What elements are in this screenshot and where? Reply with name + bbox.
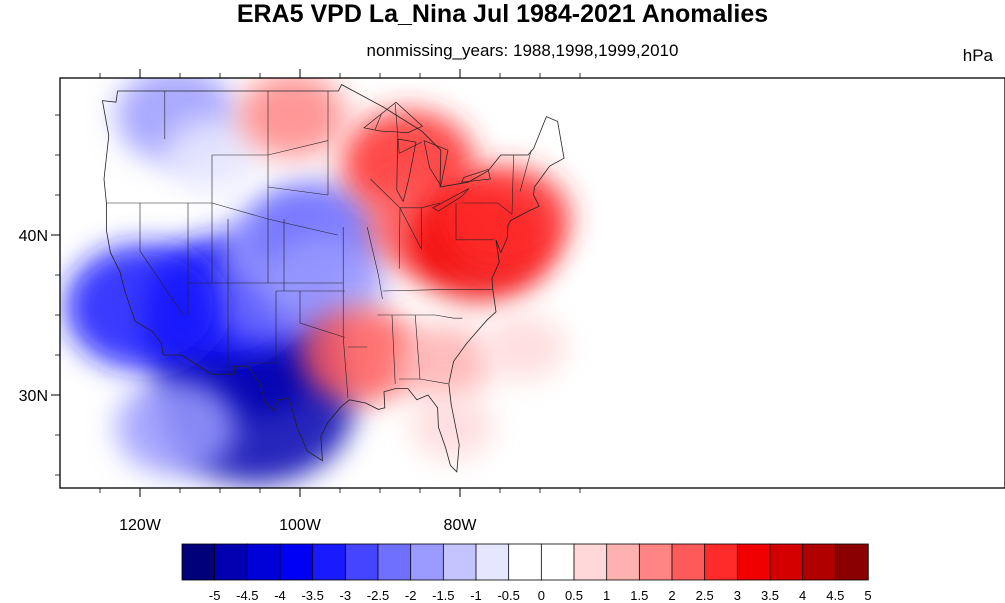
state-border	[394, 103, 422, 154]
y-tick-label: 30N	[19, 388, 48, 405]
plot-frame	[59, 77, 1005, 489]
state-border	[267, 186, 329, 196]
y-tick-label: 40N	[19, 228, 48, 245]
colorbar-label: 4	[799, 588, 806, 603]
great-lake	[423, 140, 449, 187]
colorbar-label: 3	[734, 588, 741, 603]
axis-ticks: 120W 100W 80W 40N 30N	[19, 69, 581, 534]
colorbar-label: -2.5	[367, 588, 389, 603]
colorbar-swatch	[312, 543, 347, 581]
state-border	[383, 289, 493, 292]
great-lake	[363, 101, 424, 133]
anomaly-region-new-jersey	[437, 166, 571, 272]
anomaly-region-california-south	[65, 244, 223, 370]
colorbar-swatch	[442, 543, 477, 581]
colorbar-label: -4.5	[236, 588, 258, 603]
colorbar-swatch	[377, 543, 412, 581]
conus-outline	[101, 84, 565, 473]
state-border	[299, 291, 345, 338]
state-border	[461, 202, 513, 215]
colorbar-label: 1	[603, 588, 610, 603]
state-border	[377, 314, 463, 319]
colorbar-swatch	[279, 543, 314, 581]
colorbar-label: -2	[405, 588, 417, 603]
colorbar-swatch	[214, 543, 249, 581]
colorbar-label: 0	[538, 588, 545, 603]
great-lake	[396, 138, 417, 203]
state-border	[366, 226, 383, 300]
anomaly-region-louisiana	[300, 307, 420, 403]
state-border	[247, 291, 277, 364]
state-border	[391, 314, 396, 384]
x-tick-label: 100W	[279, 517, 322, 534]
x-tick-label: 80W	[444, 517, 478, 534]
colorbar-label: -5	[209, 588, 221, 603]
state-border	[455, 203, 494, 241]
colorbar-label: -4	[274, 588, 286, 603]
colorbar-label: 0.5	[565, 588, 583, 603]
state-border	[511, 154, 514, 215]
x-tick-label: 120W	[119, 517, 162, 534]
state-border	[400, 202, 441, 209]
chart-subtitle: nonmissing_years: 1988,1998,1999,2010	[366, 41, 679, 60]
colorbar-swatch	[638, 543, 673, 581]
colorbar-label: -3.5	[301, 588, 323, 603]
colorbar-swatch	[573, 543, 608, 581]
great-lake	[460, 168, 491, 183]
anomaly-region-florida	[410, 394, 494, 460]
colorbar-swatch	[181, 543, 216, 581]
colorbar-swatch	[246, 543, 281, 581]
colorbar-swatch	[704, 543, 739, 581]
colorbar-label: 5	[864, 588, 871, 603]
colorbar-swatch	[802, 543, 837, 581]
colorbar-label: -0.5	[497, 588, 519, 603]
state-border	[519, 150, 532, 192]
state-border	[419, 378, 449, 385]
colorbar-swatch	[834, 543, 869, 581]
anomaly-region-north-dakota	[238, 78, 346, 158]
colorbar-swatch	[540, 543, 575, 581]
colorbar-label: 3.5	[761, 588, 779, 603]
colorbar-label: 4.5	[826, 588, 844, 603]
colorbar-swatch	[475, 543, 510, 581]
colorbar-label: 2	[668, 588, 675, 603]
state-border	[139, 203, 184, 316]
us-boundaries	[101, 84, 565, 473]
state-border	[374, 113, 382, 130]
great-lake	[432, 188, 470, 212]
plot-area: 120W 100W 80W 40N 30N	[19, 69, 1005, 534]
colorbar-label: -1.5	[432, 588, 454, 603]
colorbar: -5 -4.5 -4 -3.5 -3 -2.5 -2 -1.5 -1 -0.5 0 0.5 1 1.5 2 2…	[181, 543, 872, 603]
chart-title: ERA5 VPD La_Nina Jul 1984-2021 Anomalies	[236, 0, 769, 28]
units-label: hPa	[962, 46, 993, 65]
colorbar-swatch	[736, 543, 771, 581]
colorbar-label: -1	[470, 588, 482, 603]
state-border	[398, 207, 401, 269]
colorbar-label: 1.5	[630, 588, 648, 603]
colorbar-swatch	[344, 543, 379, 581]
state-border	[212, 140, 329, 156]
colorbar-label: -3	[340, 588, 352, 603]
state-border	[342, 227, 349, 399]
colorbar-swatch	[671, 543, 706, 581]
colorbar-swatch	[606, 543, 641, 581]
state-border	[106, 202, 338, 236]
colorbar-swatch	[508, 543, 543, 581]
anomaly-region-southeast	[396, 325, 492, 401]
colorbar-swatch	[769, 543, 804, 581]
anomaly-region-baja-coast	[116, 379, 236, 475]
colorbar-swatch	[410, 543, 445, 581]
anomaly-region-atlantic-offshore	[482, 314, 566, 380]
colorbar-label: 2.5	[696, 588, 714, 603]
